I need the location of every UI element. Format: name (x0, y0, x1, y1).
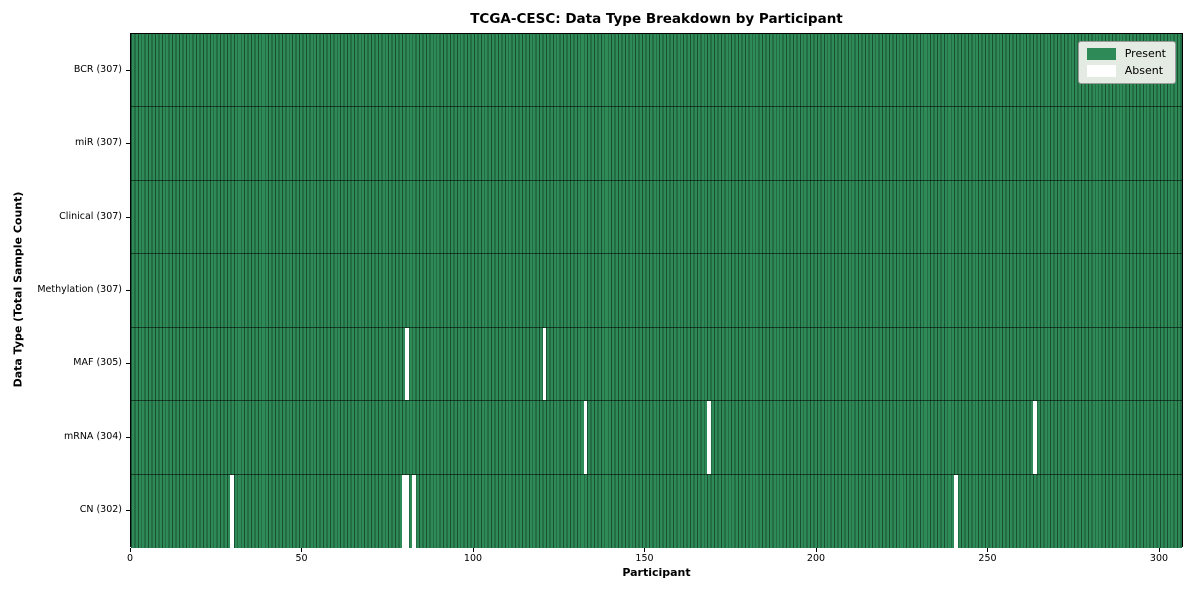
y-tick-label: BCR (307) (73, 63, 122, 75)
y-tick-mark (126, 216, 130, 218)
x-tick-label: 50 (295, 553, 308, 564)
y-tick-mark (126, 436, 130, 438)
absent-cell (405, 474, 409, 548)
absent-cell (707, 401, 711, 474)
absent-cell (1033, 401, 1037, 474)
y-tick-label: miR (307) (74, 137, 122, 149)
absent-cell (954, 474, 958, 548)
y-tick-mark (126, 69, 130, 71)
y-tick-mark (126, 363, 130, 365)
legend-item-present: Present (1086, 47, 1166, 60)
x-tick-label: 150 (635, 553, 654, 564)
legend-label: Absent (1124, 64, 1164, 77)
heatmap-row-bcr (131, 34, 1182, 108)
y-tick-mark (126, 290, 130, 291)
legend: Present Absent (1077, 41, 1176, 84)
x-tick-label: 100 (463, 553, 483, 564)
heatmap-row-cn (131, 474, 1182, 548)
chart-title: TCGA-CESC: Data Type Breakdown by Partic… (470, 11, 843, 27)
absent-cell (401, 474, 406, 548)
x-tick-mark (301, 548, 303, 552)
absent-cell (583, 401, 588, 474)
x-tick-label: 250 (978, 553, 997, 564)
heatmap-row-clinical (131, 180, 1182, 255)
x-tick-label: 0 (126, 553, 134, 564)
x-tick-label: 200 (806, 553, 826, 564)
y-tick-mark (126, 510, 130, 512)
x-tick-mark (472, 548, 474, 552)
legend-swatch-absent (1086, 65, 1116, 77)
y-tick-label: Methylation (307) (37, 284, 122, 295)
heatmap-row-mrna (131, 401, 1182, 475)
y-tick-label: CN (302) (79, 504, 122, 516)
x-tick-mark (1158, 548, 1160, 552)
absent-cell (405, 327, 409, 401)
heatmap-row-methylation (131, 254, 1182, 328)
x-tick-mark (130, 548, 131, 552)
absent-cell (412, 474, 416, 548)
legend-label: Present (1124, 47, 1166, 60)
legend-swatch-present (1086, 48, 1116, 60)
absent-cell (230, 474, 234, 548)
legend-item-absent: Absent (1086, 64, 1166, 77)
x-tick-label: 300 (1149, 553, 1169, 564)
plot-area: Present Absent (130, 33, 1183, 548)
y-tick-label: MAF (305) (73, 357, 122, 369)
heatmap-row-maf (131, 327, 1182, 402)
x-tick-mark (644, 548, 646, 552)
y-tick-label: Clinical (307) (59, 210, 122, 222)
absent-cell (542, 327, 547, 401)
x-tick-mark (987, 548, 989, 552)
y-tick-label: mRNA (304) (63, 430, 122, 442)
x-axis-label: Participant (622, 566, 691, 579)
heatmap-row-mir (131, 107, 1182, 181)
y-tick-mark (126, 143, 130, 145)
x-tick-mark (815, 548, 817, 552)
